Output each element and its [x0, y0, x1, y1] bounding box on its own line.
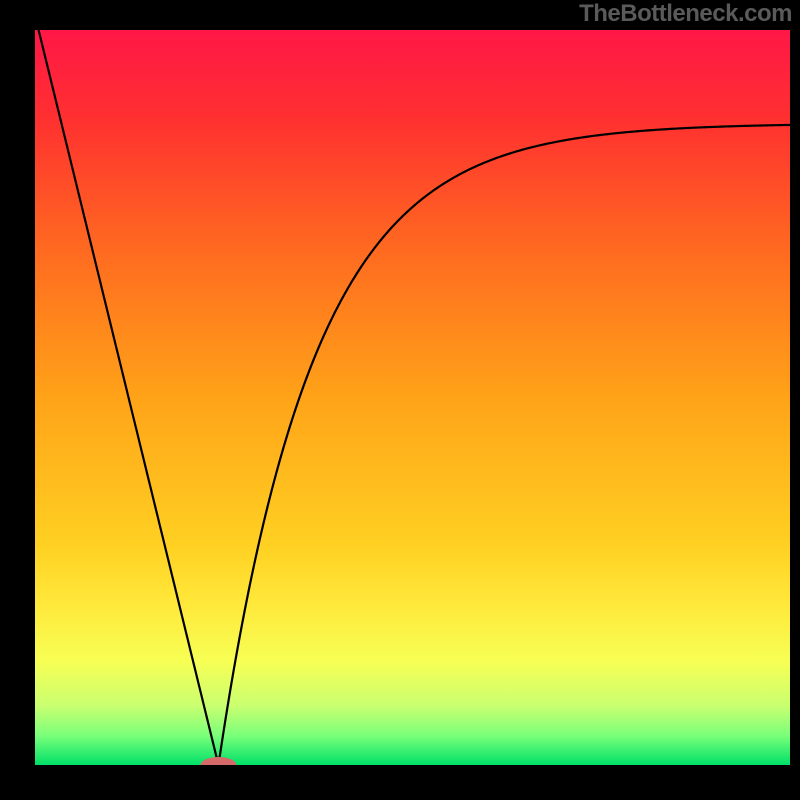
chart-container: TheBottleneck.com — [0, 0, 800, 800]
watermark-label: TheBottleneck.com — [579, 0, 792, 28]
chart-svg — [0, 0, 800, 800]
plot-background — [35, 30, 790, 765]
